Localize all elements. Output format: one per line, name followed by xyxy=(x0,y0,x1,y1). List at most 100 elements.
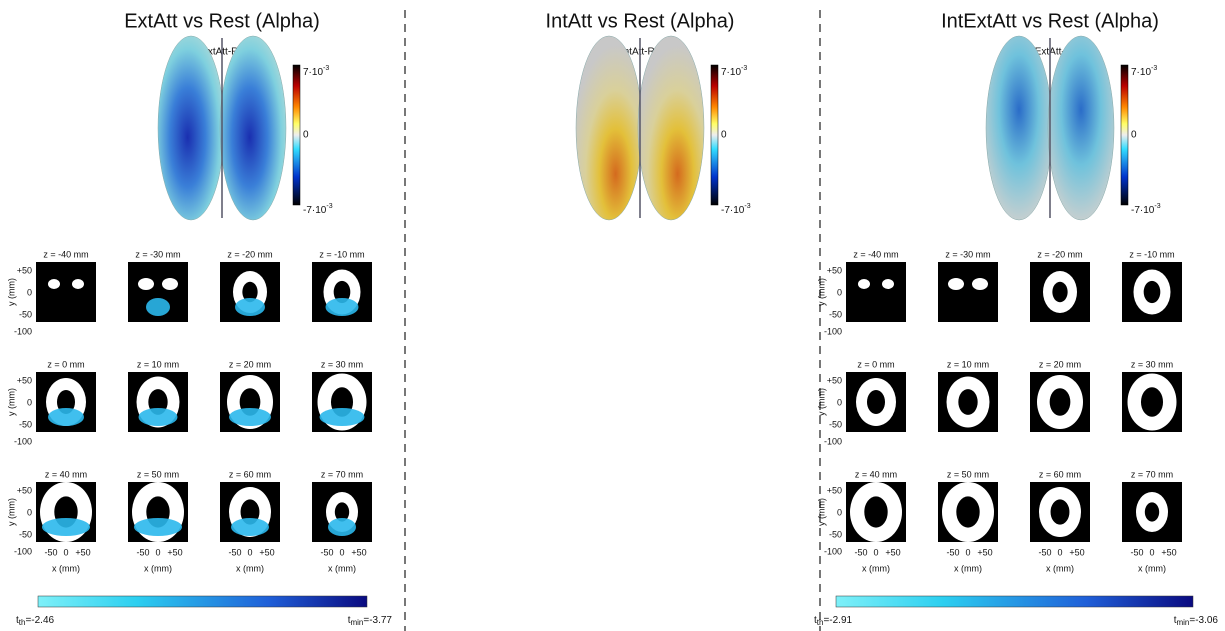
colorbar-tick-label: 0 xyxy=(1131,130,1137,141)
slice-title: z = 20 mm xyxy=(1039,359,1081,369)
slice-tissue xyxy=(972,278,988,290)
slice-activation xyxy=(229,408,271,426)
y-label: y (mm) xyxy=(6,388,16,416)
slice-tissue xyxy=(138,278,154,290)
slice-title: z = 60 mm xyxy=(229,469,271,479)
colorbar-tick-label: -7·10-3 xyxy=(303,203,333,216)
slice-title: z = -40 mm xyxy=(853,249,898,259)
tick-exp: -3 xyxy=(1151,65,1157,72)
slice xyxy=(846,262,906,322)
colorbar xyxy=(1120,64,1129,206)
symbol: t xyxy=(1174,615,1177,626)
slice-tissue xyxy=(858,279,870,289)
y-tick-label: 0 xyxy=(27,397,32,407)
slice-title: z = 50 mm xyxy=(947,469,989,479)
brain-left xyxy=(985,35,1053,221)
slice-tissue xyxy=(72,279,84,289)
y-tick-label: -100 xyxy=(824,546,842,556)
slice-title: z = 50 mm xyxy=(137,469,179,479)
slice-activation xyxy=(48,408,84,426)
y-tick-label: -100 xyxy=(824,436,842,446)
x-tick-label: 0 xyxy=(247,547,252,557)
tick-exp: -3 xyxy=(323,65,329,72)
tick-exp: -3 xyxy=(741,65,747,72)
slice-activation xyxy=(231,518,269,536)
symbol: t xyxy=(814,615,817,626)
slice-title: z = 20 mm xyxy=(229,359,271,369)
symbol: t xyxy=(348,615,351,626)
slice-title: z = -10 mm xyxy=(1129,249,1174,259)
subscript: th xyxy=(19,618,26,627)
y-label: y (mm) xyxy=(816,388,826,416)
slice-activation xyxy=(319,408,365,426)
x-tick-label: -50 xyxy=(946,547,959,557)
y-label: y (mm) xyxy=(816,278,826,306)
minimum-label: tmin=-3.77 xyxy=(348,615,393,627)
x-tick-label: -50 xyxy=(136,547,149,557)
y-tick-label: -50 xyxy=(19,419,32,429)
colorbar-tick-label: 7·10-3 xyxy=(303,65,329,78)
x-label: x (mm) xyxy=(954,563,982,573)
x-tick-label: 0 xyxy=(1057,547,1062,557)
y-tick-label: -100 xyxy=(824,326,842,336)
value: =-3.77 xyxy=(363,615,392,626)
threshold-label: tth=-2.91 xyxy=(814,615,853,627)
slice-title: z = 0 mm xyxy=(857,359,894,369)
slice-title: z = -20 mm xyxy=(1037,249,1082,259)
slice-activation xyxy=(138,408,178,426)
x-label: x (mm) xyxy=(862,563,890,573)
y-tick-label: 0 xyxy=(27,507,32,517)
brain-right xyxy=(1047,35,1115,221)
slice-ventricle xyxy=(57,390,75,414)
slice-ventricle xyxy=(867,390,885,414)
threshold-bar xyxy=(835,595,1194,608)
slice-ventricle xyxy=(1144,502,1160,522)
colorbar-tick-label: 7·10-3 xyxy=(1131,65,1157,78)
x-tick-label: 0 xyxy=(1149,547,1154,557)
slice-title: z = 30 mm xyxy=(321,359,363,369)
slice xyxy=(938,262,998,322)
slice-title: z = -40 mm xyxy=(43,249,88,259)
x-label: x (mm) xyxy=(328,563,356,573)
slice-tissue xyxy=(162,278,178,290)
x-tick-label: 0 xyxy=(63,547,68,557)
y-tick-label: 0 xyxy=(837,397,842,407)
brain-left xyxy=(575,35,643,221)
x-tick-label: +50 xyxy=(167,547,182,557)
y-tick-label: -50 xyxy=(829,529,842,539)
tick-base: -7·10 xyxy=(303,205,327,216)
tick-base: 7·10 xyxy=(1131,67,1151,78)
slice-activation xyxy=(235,298,265,316)
colorbar-tick-label: 7·10-3 xyxy=(721,65,747,78)
threshold-label: tth=-2.46 xyxy=(16,615,55,627)
slice-ventricle xyxy=(1052,281,1068,303)
x-label: x (mm) xyxy=(236,563,264,573)
y-tick-label: -50 xyxy=(829,419,842,429)
colorbar-tick-label: -7·10-3 xyxy=(1131,203,1161,216)
x-tick-label: 0 xyxy=(873,547,878,557)
y-tick-label: 0 xyxy=(837,507,842,517)
slice-title: z = -30 mm xyxy=(945,249,990,259)
x-tick-label: +50 xyxy=(1161,547,1176,557)
y-tick-label: 0 xyxy=(837,287,842,297)
slice-activation xyxy=(146,298,170,316)
y-label: y (mm) xyxy=(816,498,826,526)
y-tick-label: -100 xyxy=(14,436,32,446)
x-tick-label: -50 xyxy=(854,547,867,557)
slice-title: z = 60 mm xyxy=(1039,469,1081,479)
subscript: min xyxy=(1176,618,1189,627)
slice-activation xyxy=(325,298,359,316)
y-tick-label: +50 xyxy=(827,375,842,385)
y-label: y (mm) xyxy=(6,278,16,306)
slice-ventricle xyxy=(334,502,350,522)
slice-title: z = 10 mm xyxy=(137,359,179,369)
slice-ventricle xyxy=(1049,388,1071,416)
slice-title: z = 40 mm xyxy=(855,469,897,479)
slice-ventricle xyxy=(864,496,888,528)
y-label: y (mm) xyxy=(6,498,16,526)
slice-tissue xyxy=(882,279,894,289)
y-tick-label: +50 xyxy=(17,375,32,385)
x-tick-label: -50 xyxy=(320,547,333,557)
slice-ventricle xyxy=(958,389,978,415)
